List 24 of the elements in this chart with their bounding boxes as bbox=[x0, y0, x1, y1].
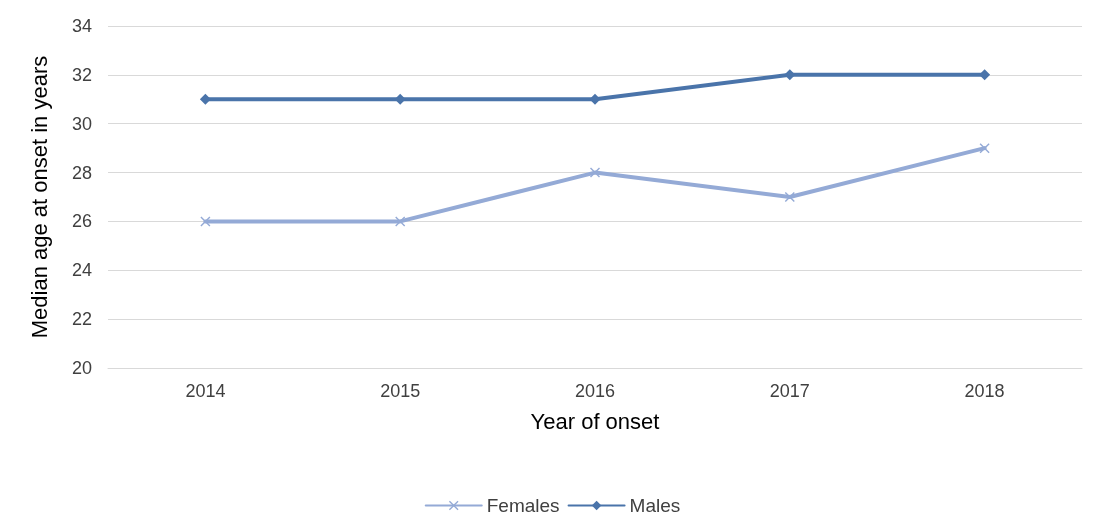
x-tick-label: 2015 bbox=[380, 381, 421, 401]
y-tick-label: 32 bbox=[71, 64, 92, 85]
point bbox=[199, 93, 211, 105]
y-tick-label: 26 bbox=[71, 211, 92, 232]
point bbox=[200, 216, 211, 227]
y-tick-label: 34 bbox=[71, 16, 92, 36]
point bbox=[590, 167, 600, 178]
point bbox=[979, 143, 990, 154]
x-axis-title: Year of onset bbox=[530, 408, 660, 434]
y-axis-title: Median age at onset in years bbox=[26, 55, 52, 339]
point bbox=[979, 69, 991, 81]
y-tick-label: 22 bbox=[71, 309, 92, 330]
y-tick-label: 30 bbox=[71, 113, 92, 134]
y-tick-label: 20 bbox=[71, 358, 92, 378]
x-tick-label: 2018 bbox=[964, 381, 1005, 401]
x-tick-label: 2016 bbox=[574, 381, 616, 401]
point bbox=[395, 216, 406, 227]
legend-label: Males bbox=[629, 495, 681, 516]
x-tick-label: 2017 bbox=[769, 381, 810, 401]
x-tick-label: 2014 bbox=[185, 381, 226, 401]
point bbox=[784, 192, 795, 202]
y-tick-label: 24 bbox=[71, 260, 92, 281]
y-tick-label: 28 bbox=[71, 162, 92, 183]
legend-label: Females bbox=[486, 495, 560, 516]
